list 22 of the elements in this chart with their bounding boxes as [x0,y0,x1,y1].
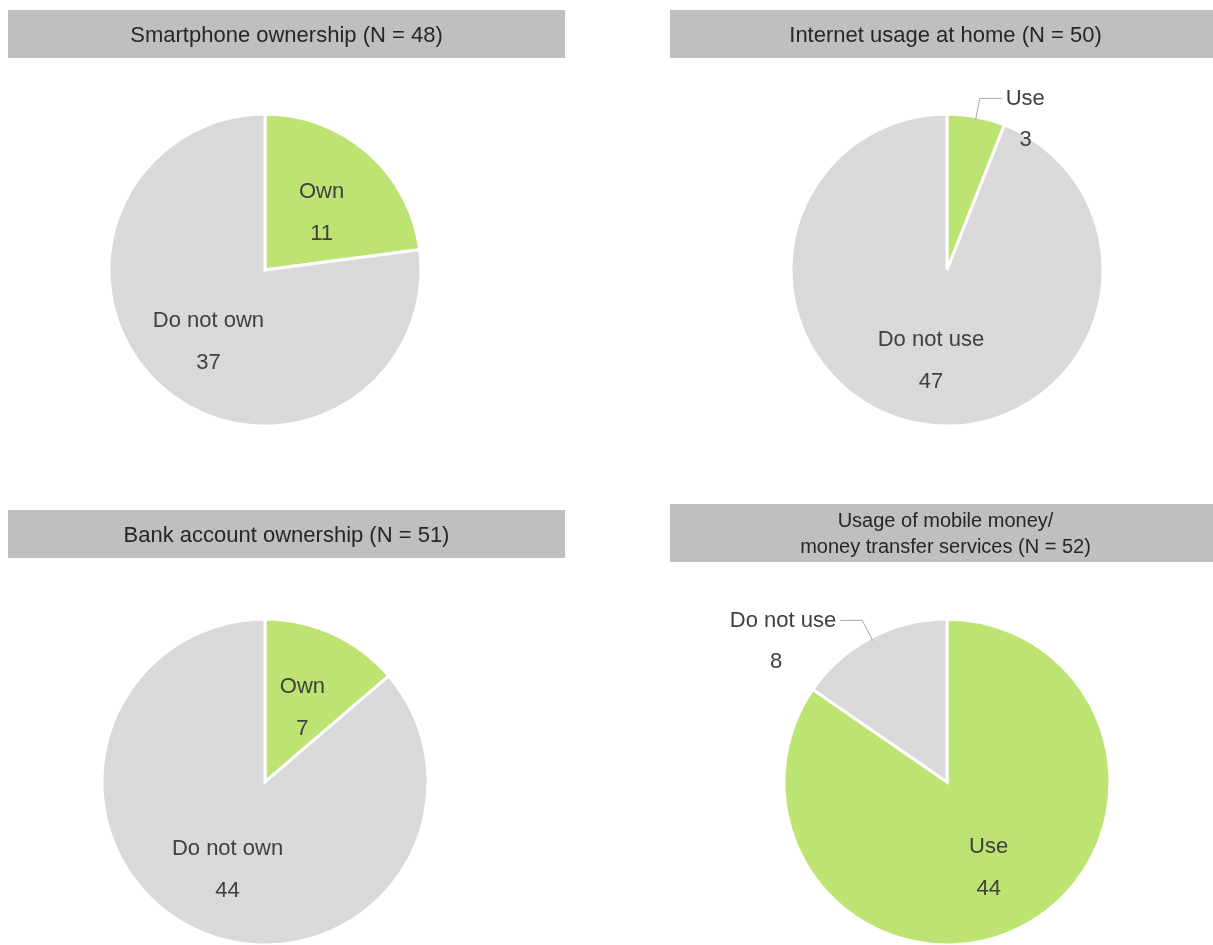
chart-title: Internet usage at home (N = 50) [789,21,1102,47]
slice-label: Do not own [171,835,284,861]
data-label: 44 [215,877,240,903]
chart-title: Smartphone ownership (N = 48) [130,21,443,47]
chart-title: Bank account ownership (N = 51) [123,521,450,547]
chart-title: Usage of mobile money/ money transfer services (N = 52) [800,509,1091,557]
slice-label: Own [279,672,326,698]
slice-label: Do not use [729,607,837,633]
slice-label: Do not use [877,326,985,352]
slice-label: Do not own [152,306,265,332]
data-label: 8 [770,648,783,674]
slice-label: Use [1005,85,1045,111]
data-label: 44 [976,875,1001,901]
data-label: 47 [918,368,944,394]
data-label: 7 [296,714,309,740]
data-label: 37 [196,348,221,374]
slice-label: Own [298,177,345,203]
data-label: 11 [310,219,333,245]
slice-label: Use [969,833,1009,859]
pie-slice [789,112,1105,428]
pie-slice [107,112,423,428]
data-label: 3 [1019,126,1032,152]
